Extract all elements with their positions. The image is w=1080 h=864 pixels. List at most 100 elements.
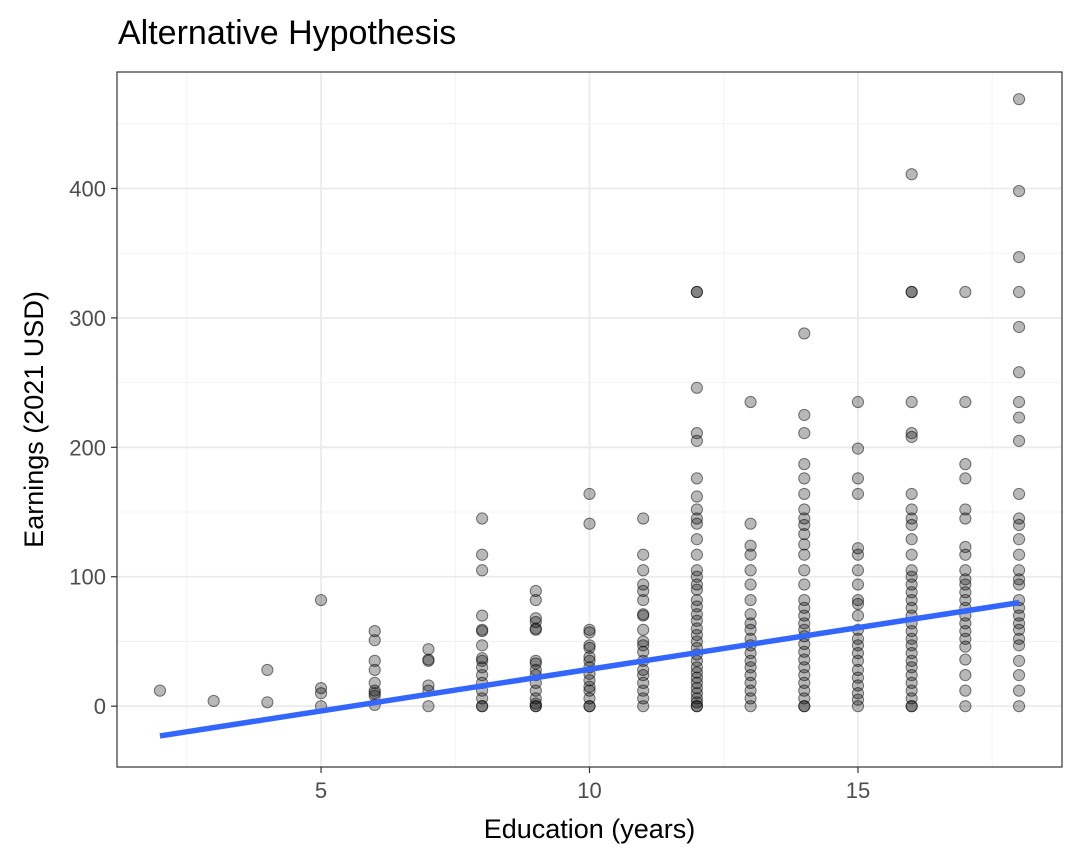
data-point: [1012, 395, 1026, 409]
data-point: [905, 285, 918, 299]
data-point: [851, 609, 865, 622]
data-point: [959, 472, 972, 485]
data-point: [798, 487, 811, 501]
data-point: [905, 548, 918, 561]
data-point: [690, 622, 703, 635]
data-point: [583, 517, 596, 530]
data-point: [744, 578, 757, 591]
data-point: [422, 700, 435, 713]
data-point: [959, 285, 972, 299]
data-point: [798, 518, 811, 532]
data-point: [905, 654, 918, 667]
data-point: [690, 583, 703, 596]
data-point: [637, 564, 650, 577]
data-point: [905, 395, 918, 409]
data-point: [690, 533, 703, 546]
data-point: [959, 503, 972, 516]
data-point: [476, 564, 489, 577]
data-point: [905, 168, 918, 181]
data-point: [690, 593, 703, 607]
data-point: [583, 487, 596, 501]
y-tick-label: 0: [94, 694, 106, 719]
data-point: [1012, 366, 1026, 379]
data-point: [690, 608, 703, 621]
data-point: [744, 517, 757, 530]
data-point: [798, 503, 811, 516]
data-point: [959, 684, 972, 697]
data-point: [476, 512, 489, 525]
data-point: [1012, 684, 1026, 697]
data-point: [851, 548, 865, 561]
data-point: [637, 700, 650, 713]
data-point: [368, 625, 381, 638]
data-point: [583, 641, 596, 655]
y-tick-label: 200: [69, 435, 106, 460]
data-point: [905, 632, 918, 645]
data-point: [744, 654, 757, 667]
data-point: [583, 700, 596, 713]
data-point: [959, 640, 972, 653]
data-point: [583, 654, 596, 667]
fit-line: [159, 599, 1020, 739]
data-point: [798, 327, 811, 340]
data-point: [690, 628, 703, 642]
data-point: [690, 635, 703, 648]
data-point: [1012, 533, 1026, 546]
data-point: [851, 564, 865, 577]
data-point: [637, 548, 650, 561]
data-point: [368, 634, 381, 647]
data-point: [1012, 639, 1026, 652]
data-point: [422, 654, 435, 667]
data-point: [905, 503, 918, 516]
data-point: [1012, 548, 1026, 561]
data-point: [261, 663, 274, 677]
data-point: [851, 654, 865, 667]
data-point: [851, 442, 865, 455]
data-point: [637, 639, 650, 652]
data-point: [529, 700, 542, 713]
x-tick-label: 15: [846, 778, 870, 803]
data-point: [261, 696, 274, 709]
data-point: [1012, 623, 1026, 636]
data-point: [368, 654, 381, 667]
data-point: [690, 548, 703, 561]
data-point: [798, 548, 811, 561]
data-point: [1012, 632, 1026, 645]
data-point: [744, 608, 757, 621]
data-point: [690, 564, 703, 577]
data-point: [529, 584, 542, 598]
data-point: [690, 503, 703, 516]
data-point: [1012, 654, 1026, 667]
y-axis-title: Earnings (2021 USD): [19, 291, 49, 548]
data-point: [851, 578, 865, 591]
data-point: [744, 548, 757, 561]
data-point: [637, 593, 650, 607]
data-point: [905, 564, 918, 577]
data-point: [153, 684, 167, 697]
data-point: [1012, 700, 1026, 713]
x-axis-title: Education (years): [484, 814, 696, 844]
data-point: [959, 395, 972, 409]
data-point: [744, 617, 757, 630]
data-point: [905, 487, 918, 501]
data-point: [851, 597, 865, 611]
chart-title: Alternative Hypothesis: [118, 14, 456, 52]
data-point: [744, 593, 757, 607]
data-point: [368, 663, 381, 677]
data-point: [905, 700, 918, 713]
fit-line-layer: [159, 599, 1020, 739]
data-point: [637, 609, 650, 622]
data-point: [1012, 250, 1026, 264]
data-point: [851, 395, 865, 409]
data-point: [744, 623, 757, 636]
data-point: [798, 512, 811, 525]
axis-ticks: 5 10 15 0 100 200 300 400: [69, 176, 870, 803]
data-point: [798, 617, 811, 630]
data-point: [690, 517, 703, 530]
y-tick-label: 100: [69, 565, 106, 590]
data-point: [1012, 518, 1026, 532]
data-point: [583, 626, 596, 639]
data-point: [959, 700, 972, 713]
data-point: [744, 539, 757, 552]
data-point: [1012, 434, 1026, 447]
